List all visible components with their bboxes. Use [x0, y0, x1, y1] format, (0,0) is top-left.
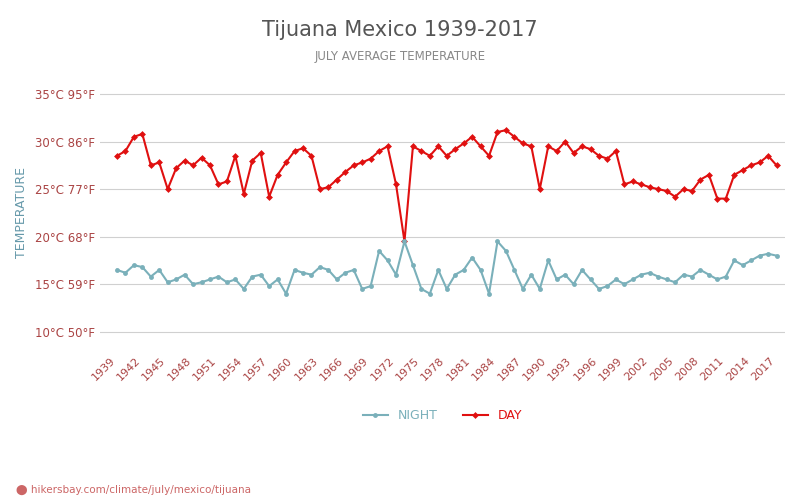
DAY — [382, 144, 392, 150]
NIGHT — [400, 238, 410, 244]
NIGHT — [391, 272, 401, 278]
DAY — [772, 162, 782, 168]
Text: Tijuana Mexico 1939-2017: Tijuana Mexico 1939-2017 — [262, 20, 538, 40]
NIGHT — [611, 276, 621, 282]
Legend: NIGHT, DAY: NIGHT, DAY — [358, 404, 527, 427]
NIGHT — [510, 267, 519, 273]
NIGHT — [112, 267, 122, 273]
Y-axis label: TEMPERATURE: TEMPERATURE — [15, 168, 28, 258]
Text: ⬤ hikersbay.com/climate/july/mexico/tijuana: ⬤ hikersbay.com/climate/july/mexico/tiju… — [16, 485, 251, 495]
Line: DAY: DAY — [114, 128, 779, 244]
DAY — [273, 172, 282, 178]
Line: NIGHT: NIGHT — [114, 239, 779, 296]
NIGHT — [273, 276, 282, 282]
NIGHT — [298, 270, 308, 276]
DAY — [400, 238, 410, 244]
DAY — [290, 148, 299, 154]
DAY — [510, 134, 519, 140]
NIGHT — [282, 290, 291, 296]
DAY — [112, 153, 122, 159]
DAY — [611, 148, 621, 154]
NIGHT — [382, 258, 392, 264]
NIGHT — [772, 252, 782, 258]
Text: JULY AVERAGE TEMPERATURE: JULY AVERAGE TEMPERATURE — [314, 50, 486, 63]
DAY — [374, 148, 384, 154]
DAY — [501, 127, 510, 133]
